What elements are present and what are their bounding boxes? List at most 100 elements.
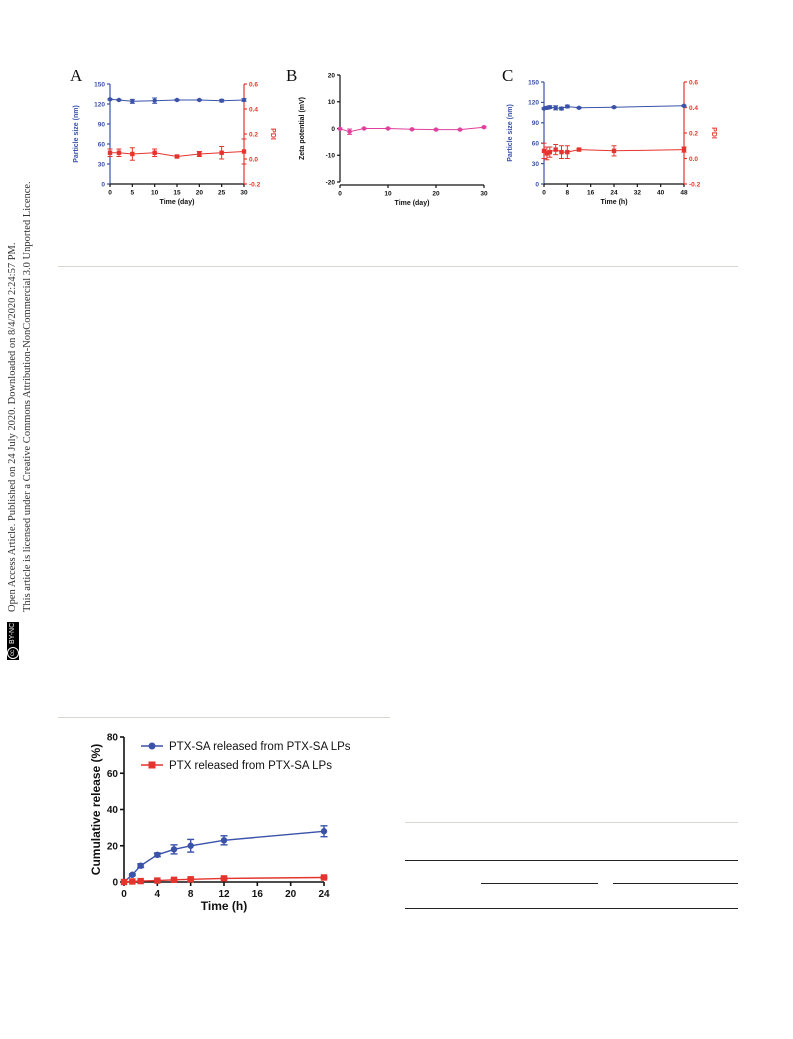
- panel-a-series-1-point: [174, 97, 180, 103]
- panel-a-series-1-point: [152, 98, 157, 103]
- release-series-1-point: [320, 828, 328, 835]
- panel-c-x-tick-label: 24: [610, 190, 618, 197]
- panel-c-series-2-point: [553, 147, 558, 152]
- panel-c-x-tick-label: 16: [587, 190, 595, 197]
- panel-b-y-tick-label: 20: [328, 72, 336, 79]
- panel-c-series-1-point: [576, 105, 582, 111]
- sidebar-line-published: Open Access Article. Published on 24 Jul…: [7, 242, 18, 612]
- release-series-1-point: [187, 842, 194, 849]
- release-legend-label: PTX released from PTX-SA LPs: [169, 760, 332, 772]
- panel-a-series-1-point: [107, 97, 113, 102]
- panel-b-series-1-point: [457, 127, 463, 132]
- panel-a-y2-tick-label: 0.0: [249, 156, 258, 163]
- panel-b-series-1-point: [385, 126, 391, 131]
- panel-a-y2-label: PDI: [269, 128, 276, 140]
- release-series-2-point: [154, 877, 161, 884]
- panel-a-chart: A 0 30 60 90 120 150 0 5 10 15 20 25 30 Time (day) Par…: [70, 66, 276, 206]
- panel-a-y-tick-label: 90: [98, 121, 106, 128]
- panel-c-y-tick-label: 120: [528, 100, 539, 107]
- panel-b-x-tick-label: 0: [338, 191, 342, 198]
- panel-c-chart: C 0 30 60 90 120 150 0 8 16 24 32 40 48 Time (h) Parti…: [502, 66, 717, 206]
- panel-a-y-label: Particle size (nm): [73, 105, 80, 163]
- panel-c-series-1-point: [559, 106, 564, 111]
- panel-c-series-2-point: [559, 149, 564, 155]
- release-y-label: Cumulative release (%): [89, 744, 103, 875]
- panel-a-letter: A: [70, 66, 83, 85]
- panel-a-series-1-point: [219, 98, 224, 103]
- sidebar-line-license[interactable]: This article is licensed under a Creativ…: [22, 181, 33, 612]
- release-series-2-point: [170, 876, 178, 884]
- panel-c-x-tick-label: 8: [566, 190, 570, 197]
- release-series-2-point: [137, 877, 144, 885]
- panel-c-y2-tick-label: -0.2: [689, 181, 701, 188]
- panel-a-series-2-point: [130, 151, 135, 157]
- creative-commons-icon: cc: [7, 647, 19, 659]
- release-x-tick-label: 8: [188, 889, 194, 900]
- panel-c-series-2-point: [681, 147, 687, 152]
- panel-c-series-1-point: [611, 104, 617, 110]
- release-x-tick-label: 4: [155, 889, 161, 900]
- panel-c-series-2-point: [565, 149, 570, 155]
- release-x-label: Time (h): [201, 899, 247, 913]
- panel-a-y2-tick-label: 0.4: [249, 106, 258, 113]
- release-x-tick-label: 20: [285, 889, 297, 900]
- panel-a-series-1-point: [116, 97, 122, 103]
- cc-license-badge[interactable]: cc BY-NC: [7, 622, 19, 660]
- panel-a-series-2-point: [116, 150, 122, 155]
- table-top-divider: [405, 822, 738, 823]
- panel-c-series-1-point: [681, 103, 687, 108]
- panel-b-x-tick-label: 10: [384, 191, 392, 198]
- release-series-2-point: [220, 875, 228, 882]
- cc-badge-label: BY-NC: [9, 622, 16, 644]
- panel-c-y2-tick-label: 0.6: [689, 79, 698, 86]
- panel-c-x-tick-label: 32: [634, 190, 642, 197]
- release-series-2-point: [120, 878, 128, 886]
- table-header-rule: [405, 860, 738, 861]
- panel-a-x-tick-label: 0: [108, 190, 112, 197]
- panel-b-y-tick-label: 0: [331, 126, 335, 133]
- panel-c-y2-tick-label: 0.2: [689, 130, 698, 137]
- panel-c-y-label: Particle size (nm): [507, 104, 514, 162]
- panel-c-series-1-point: [547, 104, 553, 110]
- release-legend-marker: [148, 761, 156, 769]
- panel-a-series-2-point: [219, 150, 224, 155]
- panel-c-y-tick-label: 150: [528, 79, 539, 86]
- panel-c-y-tick-label: 90: [532, 120, 540, 127]
- panel-b-y-tick-label: -10: [326, 153, 336, 160]
- panel-c-y2-label: PDI: [710, 127, 717, 139]
- panel-b-letter: B: [286, 66, 297, 85]
- panel-b-chart: B -20 -10 0 10 20 0 10 20 30 Time (day) Zeta poten…: [286, 66, 488, 207]
- release-x-tick-label: 0: [121, 889, 127, 900]
- panel-c-y-tick-label: 0: [535, 181, 539, 188]
- panel-a-x-tick-label: 25: [218, 190, 226, 197]
- release-series-2-point: [129, 878, 136, 885]
- release-x-tick-label: 16: [252, 889, 264, 900]
- panel-a-series-2-point: [241, 149, 247, 154]
- panel-c-series-1-point: [565, 104, 570, 109]
- panel-a-x-tick-label: 10: [151, 190, 159, 197]
- panel-a-y-tick-label: 30: [98, 161, 106, 168]
- release-y-tick-label: 0: [112, 878, 118, 889]
- panel-b-x-tick-label: 20: [432, 191, 440, 198]
- panel-c-x-label: Time (h): [600, 199, 627, 206]
- panel-a-series-2-point: [197, 151, 202, 157]
- panel-b-x-tick-label: 30: [480, 191, 488, 198]
- release-series-1-point: [137, 862, 144, 869]
- table-group-rule-1: [481, 883, 598, 884]
- table-bottom-rule: [405, 908, 738, 909]
- release-chart: 0 20 40 60 80 0 4 8 12 16 20 24 Time (h) Cumulative r…: [89, 733, 351, 914]
- panel-c-series-2-point: [544, 151, 550, 156]
- panel-b-series-1-point: [361, 126, 367, 131]
- panel-c-x-tick-label: 40: [657, 190, 665, 197]
- panel-c-x-tick-label: 0: [542, 190, 546, 197]
- panel-b-series-1-point: [433, 127, 439, 132]
- panel-a-series-1-point: [241, 97, 247, 103]
- panel-a-x-tick-label: 20: [196, 190, 204, 197]
- panel-c-series-2-point: [541, 148, 547, 154]
- panel-b-series-1-point: [347, 129, 352, 134]
- panel-b-y-label: Zeta potential (mV): [299, 97, 306, 160]
- panel-a-series-1-point: [197, 97, 202, 103]
- license-sidebar: cc BY-NC Open Access Article. Published …: [0, 0, 44, 1039]
- release-series-1-point: [129, 871, 136, 878]
- panel-b-series-1-line: [339, 126, 485, 133]
